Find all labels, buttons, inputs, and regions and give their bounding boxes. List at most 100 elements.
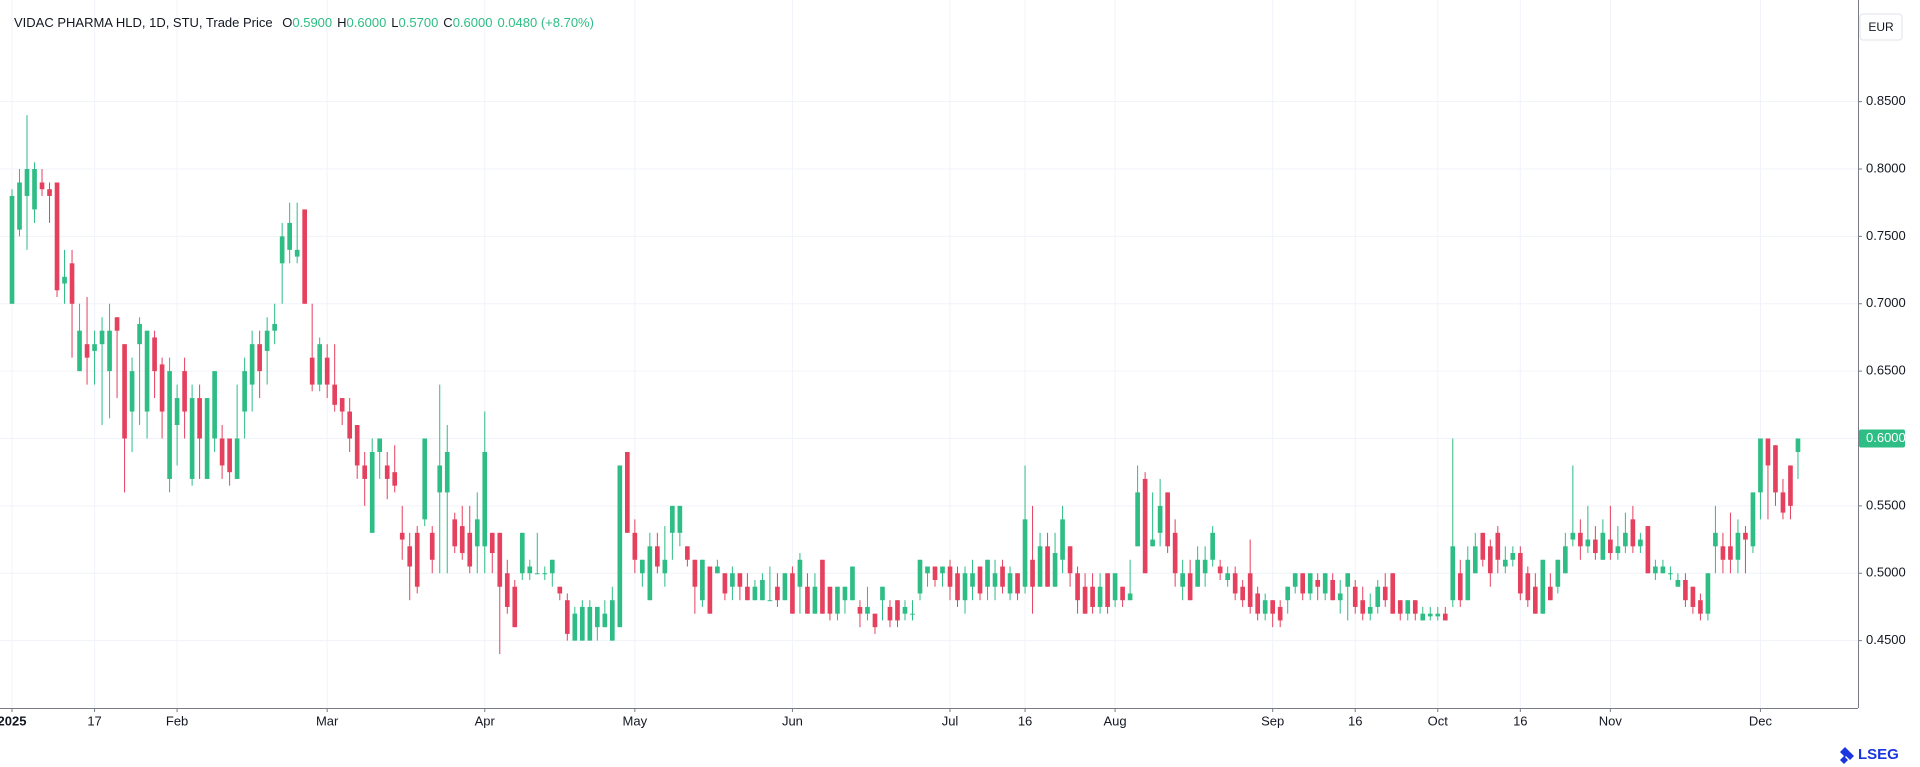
candle-body (77, 330, 82, 372)
candle (1480, 532, 1486, 567)
candle-body (1623, 532, 1628, 547)
candle-body (1788, 465, 1793, 506)
candle (962, 566, 968, 614)
candle-body (32, 169, 37, 210)
x-tick-label: Mar (316, 713, 339, 728)
candle (1240, 579, 1245, 607)
candle (760, 573, 765, 601)
candle-body (1773, 445, 1778, 493)
candle (1127, 559, 1133, 601)
candle (1307, 573, 1313, 601)
candle-body (655, 546, 660, 567)
candle (1007, 566, 1013, 601)
candle (257, 330, 262, 399)
candle-body (384, 465, 390, 479)
candle-body (1412, 600, 1418, 614)
candle (1743, 526, 1748, 574)
x-tick-label: 16 (1348, 713, 1362, 728)
candle-body (1728, 546, 1733, 560)
candle-body (625, 451, 630, 533)
candle-body (114, 317, 120, 331)
candle-body (1015, 573, 1020, 594)
candle-body (1022, 519, 1028, 587)
candle-body (1315, 579, 1321, 587)
candle-body (1593, 539, 1598, 554)
candle-body (1615, 546, 1621, 554)
candle (1225, 566, 1230, 587)
candle-body (685, 546, 690, 560)
candle-body (1645, 526, 1651, 574)
candle-body (39, 182, 45, 190)
currency[interactable]: EUR (1868, 20, 1894, 34)
candle (1728, 512, 1733, 574)
candle (39, 169, 45, 196)
candle (895, 600, 900, 628)
ohlc-key: C (443, 15, 452, 30)
candle-body (1202, 559, 1208, 574)
candle (482, 411, 488, 574)
candle (1270, 600, 1276, 628)
candle (655, 532, 660, 574)
candle-body (775, 586, 780, 601)
candle (670, 505, 675, 560)
candle (122, 344, 127, 493)
candle-body (1405, 600, 1411, 614)
candle (1405, 600, 1411, 621)
candle (279, 222, 285, 304)
x-tick-label: Dec (1749, 713, 1773, 728)
candle-body (347, 411, 353, 439)
y-tick-label: 0.8000 (1866, 160, 1906, 175)
currency-box[interactable] (1859, 13, 1903, 41)
candle (640, 559, 645, 587)
candle-body (1157, 505, 1163, 533)
candle-body (1255, 593, 1261, 614)
candle (707, 566, 713, 614)
candle-body (497, 532, 503, 587)
candle (422, 438, 428, 527)
candle (1675, 573, 1681, 587)
candle-body (1285, 586, 1291, 601)
candle-body (692, 559, 698, 587)
candle-body (219, 438, 225, 466)
candle (1202, 546, 1208, 587)
ohlc-value: 0.5900 (292, 15, 332, 30)
symbol-info: VIDAC PHARMA HLD, 1D, STU, Trade Price (14, 15, 273, 30)
candle (1262, 593, 1268, 621)
candle-body (947, 566, 953, 587)
candle-body (99, 330, 105, 345)
candle-body (902, 606, 908, 614)
candle-body (1037, 546, 1043, 587)
candle-body (9, 195, 15, 304)
candle-body (1450, 546, 1456, 601)
candle (1060, 505, 1065, 574)
candle (820, 559, 825, 614)
candle (384, 451, 390, 500)
candle-body (1180, 573, 1185, 587)
candle (399, 505, 405, 560)
y-tick-label: 0.8500 (1866, 93, 1906, 108)
grid (0, 0, 1858, 708)
candle (1052, 532, 1058, 587)
candle-body (272, 323, 277, 331)
candle-body (1765, 438, 1771, 466)
candle (1172, 519, 1178, 587)
candle-body (805, 586, 810, 614)
candle-body (1345, 573, 1351, 587)
candle-body (1495, 532, 1501, 560)
x-tick-label: Jul (942, 713, 959, 728)
candle (47, 182, 52, 223)
candle-body (887, 606, 893, 621)
candle (1683, 573, 1688, 607)
candle (534, 532, 540, 575)
candle-body (955, 573, 960, 601)
x-tick-label: Nov (1599, 713, 1623, 728)
candle (227, 438, 232, 486)
candle (572, 606, 578, 641)
candle (1517, 546, 1523, 601)
candle (1502, 546, 1508, 574)
candle (24, 115, 30, 250)
candle-body (362, 465, 368, 479)
candle (1300, 573, 1306, 601)
candle-body (579, 606, 585, 641)
candle-body (1240, 586, 1245, 601)
